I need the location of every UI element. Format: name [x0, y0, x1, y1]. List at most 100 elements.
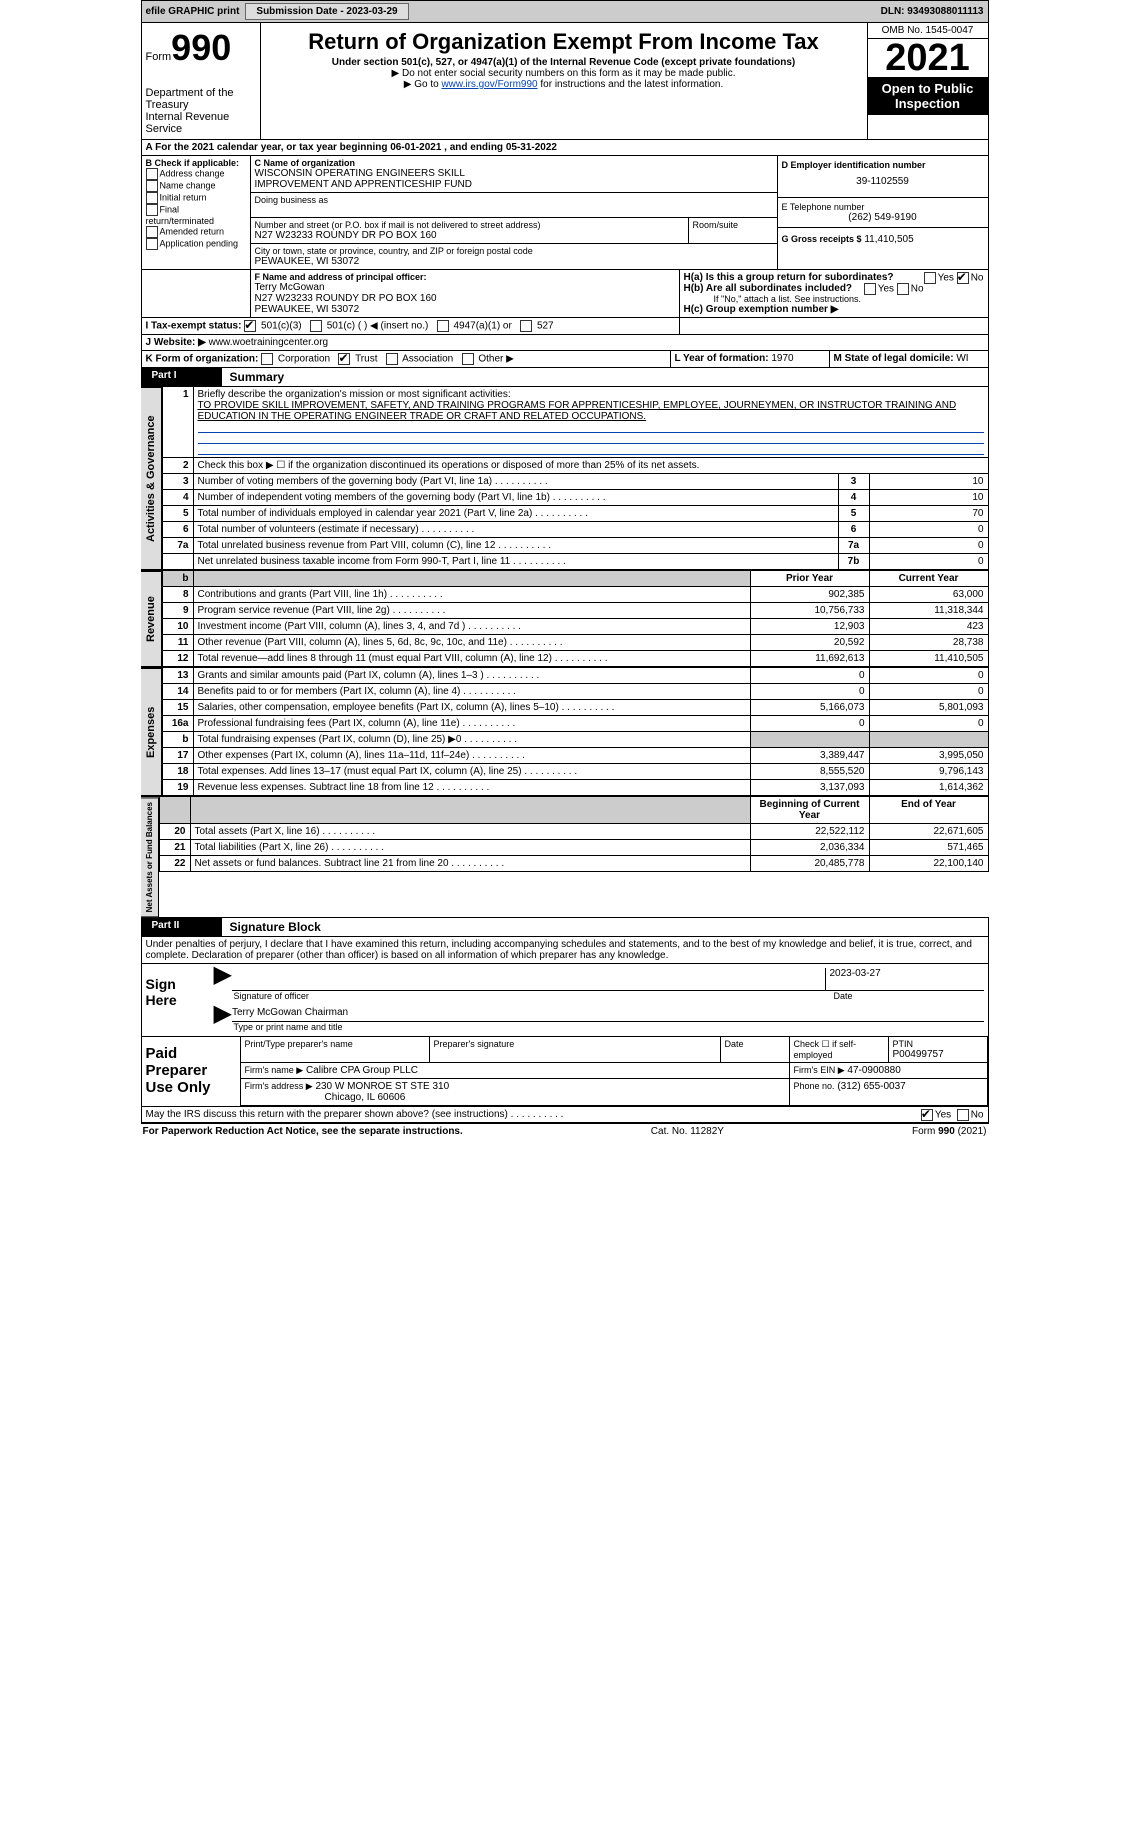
checkbox-icon[interactable] [897, 283, 909, 295]
vtab-activities: Activities & Governance [141, 387, 162, 570]
checkbox-checked-icon[interactable] [921, 1109, 933, 1121]
paid-preparer-label: Paid Preparer Use Only [142, 1037, 240, 1106]
table-row: bTotal fundraising expenses (Part IX, co… [162, 732, 988, 748]
table-row: 7aTotal unrelated business revenue from … [162, 538, 988, 554]
pp-sig-label: Preparer's signature [434, 1039, 716, 1049]
table-row: 22Net assets or fund balances. Subtract … [159, 856, 988, 872]
f-label: F Name and address of principal officer: [255, 272, 675, 282]
checkbox-checked-icon[interactable] [338, 353, 350, 365]
checkbox-icon[interactable] [146, 192, 158, 204]
vtab-netassets: Net Assets or Fund Balances [141, 797, 159, 917]
b-opt-5[interactable]: Application pending [146, 238, 246, 250]
checkbox-icon[interactable] [924, 272, 936, 284]
ptin-value: P00499757 [893, 1049, 983, 1060]
tax-year: 2021 [868, 39, 988, 77]
checkbox-icon[interactable] [146, 168, 158, 180]
hb-note: If "No," attach a list. See instructions… [684, 294, 984, 304]
footer-right: Form 990 (2021) [912, 1126, 986, 1137]
dba-label: Doing business as [255, 195, 773, 205]
subtitle-2: ▶ Do not enter social security numbers o… [265, 68, 863, 79]
mission-text: TO PROVIDE SKILL IMPROVEMENT, SAFETY, AN… [198, 400, 957, 422]
m-label: M State of legal domicile: [834, 353, 954, 364]
table-row: 20Total assets (Part X, line 16)22,522,1… [159, 824, 988, 840]
checkbox-icon[interactable] [386, 353, 398, 365]
table-row: 8Contributions and grants (Part VIII, li… [162, 587, 988, 603]
checkbox-icon[interactable] [146, 238, 158, 250]
m-val: WI [956, 353, 968, 364]
checkbox-icon[interactable] [957, 1109, 969, 1121]
sig-date-label: Date [834, 991, 984, 1001]
footer-mid: Cat. No. 11282Y [651, 1126, 724, 1137]
room-label: Room/suite [693, 220, 773, 230]
checkbox-icon[interactable] [146, 180, 158, 192]
checkbox-icon[interactable] [261, 353, 273, 365]
website-value: www.woetrainingcenter.org [209, 337, 329, 348]
org-city: PEWAUKEE, WI 53072 [255, 256, 773, 267]
org-name-1: WISCONSIN OPERATING ENGINEERS SKILL [255, 168, 773, 179]
submission-date-button[interactable]: Submission Date - 2023-03-29 [245, 3, 408, 20]
table-row: 4Number of independent voting members of… [162, 490, 988, 506]
firm-addr1: 230 W MONROE ST STE 310 [315, 1081, 449, 1092]
table-row: 16aProfessional fundraising fees (Part I… [162, 716, 988, 732]
hc-label: H(c) Group exemption number ▶ [684, 304, 984, 315]
checkbox-icon[interactable] [146, 226, 158, 238]
phone-value: (262) 549-9190 [782, 212, 984, 223]
d-label: D Employer identification number [782, 160, 984, 170]
table-row: 17Other expenses (Part IX, column (A), l… [162, 748, 988, 764]
checkbox-icon[interactable] [310, 320, 322, 332]
part2-label: Part II [142, 918, 222, 936]
gross-receipts: 11,410,505 [864, 234, 913, 245]
hb-label: H(b) Are all subordinates included? [684, 283, 853, 294]
officer-name: Terry McGowan [255, 282, 675, 293]
table-row: 9Program service revenue (Part VIII, lin… [162, 603, 988, 619]
firm-ein-label: Firm's EIN ▶ [794, 1065, 845, 1075]
b-opt-1[interactable]: Name change [146, 180, 246, 192]
footer-left: For Paperwork Reduction Act Notice, see … [143, 1126, 463, 1137]
yes-label: Yes [935, 1109, 951, 1120]
col-boy: Beginning of Current Year [750, 797, 869, 824]
e-label: E Telephone number [782, 202, 984, 212]
checkbox-icon[interactable] [520, 320, 532, 332]
checkbox-icon[interactable] [437, 320, 449, 332]
form990-link[interactable]: www.irs.gov/Form990 [441, 79, 537, 90]
table-row: 15Salaries, other compensation, employee… [162, 700, 988, 716]
open-inspection: Open to Public Inspection [868, 77, 988, 115]
checkbox-icon[interactable] [462, 353, 474, 365]
ein-value: 39-1102559 [782, 170, 984, 193]
table-row: 3Number of voting members of the governi… [162, 474, 988, 490]
officer-typed-name: Terry McGowan Chairman [232, 1007, 984, 1021]
j-label: J Website: ▶ [146, 337, 206, 348]
checkbox-icon[interactable] [146, 204, 158, 216]
table-row: 21Total liabilities (Part X, line 26)2,0… [159, 840, 988, 856]
firm-ein: 47-0900880 [847, 1065, 900, 1076]
sub3-a: ▶ Go to [404, 79, 442, 90]
dept-treasury: Department of the Treasury [146, 87, 256, 111]
b-opt-2[interactable]: Initial return [146, 192, 246, 204]
typed-label: Type or print name and title [234, 1022, 343, 1032]
city-label: City or town, state or province, country… [255, 246, 773, 256]
checkbox-checked-icon[interactable] [957, 272, 969, 284]
arrow-icon: ▶ [214, 1007, 232, 1021]
form-title: Return of Organization Exempt From Incom… [265, 29, 863, 55]
table-row: 5Total number of individuals employed in… [162, 506, 988, 522]
no-label: No [971, 273, 984, 284]
b-opt-3[interactable]: Final return/terminated [146, 204, 246, 226]
k-o1: Corporation [278, 354, 330, 365]
b-opt-4[interactable]: Amended return [146, 226, 246, 238]
line1-label: Briefly describe the organization's miss… [198, 389, 511, 400]
firm-name: Calibre CPA Group PLLC [306, 1065, 418, 1076]
checkbox-icon[interactable] [864, 283, 876, 295]
irs-label: Internal Revenue Service [146, 111, 256, 135]
table-row: 11Other revenue (Part VIII, column (A), … [162, 635, 988, 651]
sign-here-label: Sign Here [142, 964, 210, 1035]
pp-name-label: Print/Type preparer's name [245, 1039, 425, 1049]
i-o2: 501(c) ( ) ◀ (insert no.) [327, 321, 429, 332]
vtab-revenue: Revenue [141, 571, 162, 667]
k-o2: Trust [355, 354, 377, 365]
form-word: Form [146, 51, 172, 63]
checkbox-checked-icon[interactable] [244, 320, 256, 332]
b-opt-0[interactable]: Address change [146, 168, 246, 180]
col-eoy: End of Year [869, 797, 988, 824]
subtitle-1: Under section 501(c), 527, or 4947(a)(1)… [265, 57, 863, 68]
org-name-2: IMPROVEMENT AND APPRENTICESHIP FUND [255, 179, 773, 190]
